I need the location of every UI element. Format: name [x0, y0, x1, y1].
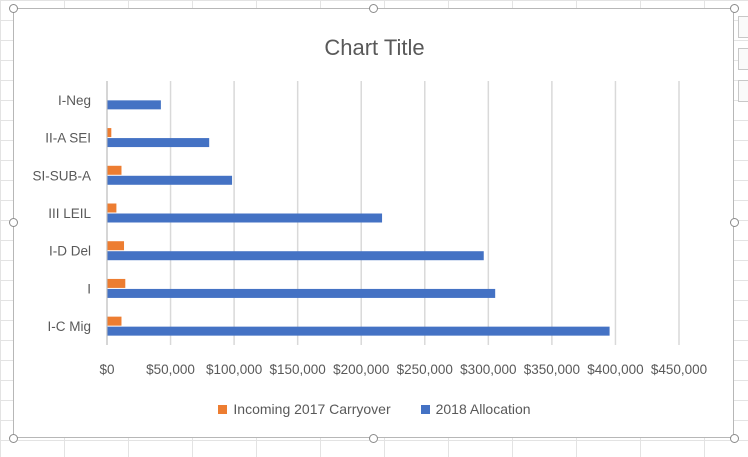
- resize-handle-left[interactable]: [9, 218, 18, 227]
- resize-handle-top-right[interactable]: [730, 4, 739, 13]
- bar-carryover[interactable]: [107, 203, 117, 213]
- x-tick-label: $250,000: [397, 362, 453, 377]
- legend-item[interactable]: Incoming 2017 Carryover: [218, 401, 391, 417]
- legend-label: 2018 Allocation: [435, 401, 531, 417]
- x-tick-label: $0: [99, 362, 114, 377]
- x-tick-label: $50,000: [146, 362, 195, 377]
- bar-allocation[interactable]: [107, 100, 161, 110]
- bar-allocation[interactable]: [107, 138, 210, 148]
- y-tick-label: I-C Mig: [48, 319, 92, 334]
- resize-handle-right[interactable]: [730, 218, 739, 227]
- legend-swatch: [420, 404, 430, 414]
- bar-allocation[interactable]: [107, 213, 383, 223]
- chart-styles-button[interactable]: [738, 48, 748, 70]
- bar-allocation[interactable]: [107, 288, 496, 298]
- chart-elements-button[interactable]: [738, 16, 748, 38]
- plot-area[interactable]: $0 $50,000 $100,000 $150,000 $200,000 $250,00…: [14, 9, 735, 439]
- chart-filters-button[interactable]: [738, 80, 748, 102]
- legend-item[interactable]: 2018 Allocation: [420, 401, 531, 417]
- bar-carryover[interactable]: [107, 165, 122, 175]
- x-tick-label: $450,000: [651, 362, 707, 377]
- y-tick-label: I-Neg: [58, 93, 91, 108]
- y-tick-label: I: [87, 281, 91, 296]
- chart-area[interactable]: Chart Title $0 $50,000 $100,000 $150,000 $20…: [13, 8, 734, 438]
- resize-handle-bottom-right[interactable]: [730, 434, 739, 443]
- x-tick-label: $150,000: [270, 362, 326, 377]
- resize-handle-bottom-left[interactable]: [9, 434, 18, 443]
- bar-carryover[interactable]: [107, 316, 122, 326]
- y-tick-label: III LEIL: [48, 206, 91, 221]
- x-tick-label: $100,000: [206, 362, 262, 377]
- y-tick-label: SI-SUB-A: [32, 168, 91, 183]
- chart-title[interactable]: Chart Title: [324, 35, 425, 60]
- bar-allocation[interactable]: [107, 326, 610, 336]
- x-tick-label: $200,000: [333, 362, 389, 377]
- x-tick-label: $400,000: [587, 362, 643, 377]
- bar-allocation[interactable]: [107, 251, 484, 261]
- legend[interactable]: Incoming 2017 Carryover 2018 Allocation: [14, 401, 735, 417]
- resize-handle-top[interactable]: [369, 4, 378, 13]
- resize-handle-bottom[interactable]: [369, 434, 378, 443]
- y-tick-label: I-D Del: [49, 244, 91, 259]
- resize-handle-top-left[interactable]: [9, 4, 18, 13]
- bar-carryover[interactable]: [107, 128, 112, 138]
- x-tick-label: $300,000: [460, 362, 516, 377]
- bar-allocation[interactable]: [107, 175, 233, 185]
- y-tick-label: II-A SEI: [45, 131, 91, 146]
- legend-swatch: [218, 404, 228, 414]
- x-tick-label: $350,000: [524, 362, 580, 377]
- bar-carryover[interactable]: [107, 278, 126, 288]
- bar-carryover[interactable]: [107, 241, 125, 251]
- legend-label: Incoming 2017 Carryover: [233, 401, 391, 417]
